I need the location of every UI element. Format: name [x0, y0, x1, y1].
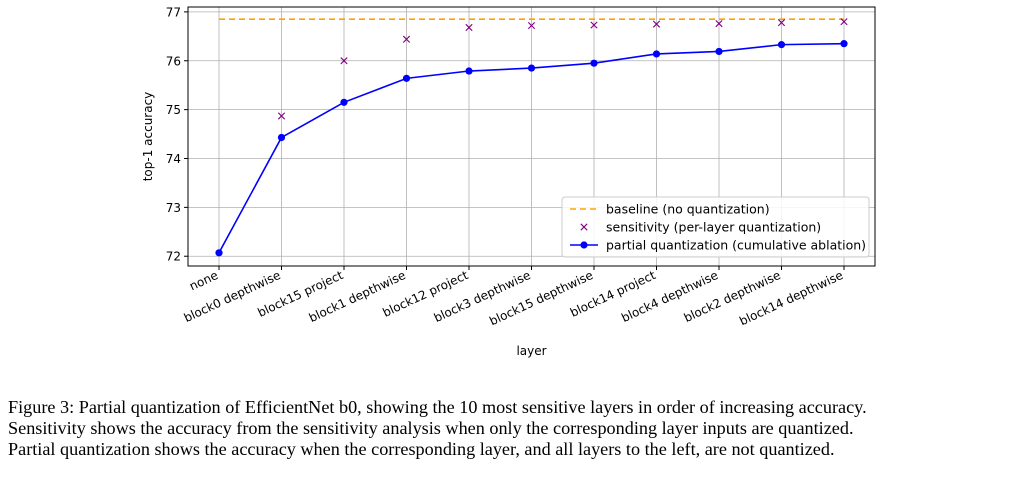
sensitivity-marker — [777, 19, 786, 27]
partial-quantization-point — [652, 50, 661, 58]
y-tick-label: 76 — [166, 54, 181, 68]
partial-quantization-point — [590, 59, 598, 67]
x-axis-label: layer — [516, 344, 546, 358]
y-tick-label: 73 — [166, 201, 181, 215]
sensitivity-marker-stroke — [777, 19, 786, 27]
caption-line-2: Sensitivity shows the accuracy from the … — [8, 418, 854, 438]
y-tick-label: 75 — [166, 103, 181, 117]
partial-quantization-point — [777, 41, 786, 49]
sensitivity-marker — [840, 18, 848, 26]
sensitivity-marker-stroke — [340, 57, 348, 65]
partial-quantization-point — [215, 249, 223, 257]
sensitivity-marker-stroke — [527, 21, 536, 30]
legend: baseline (no quantization) sensitivity (p… — [561, 196, 870, 258]
sensitivity-marker — [402, 35, 411, 43]
legend-box — [561, 196, 870, 258]
sensitivity-marker — [527, 21, 536, 30]
legend-label: sensitivity (per-layer quantization) — [606, 220, 821, 235]
x-tick-label: block15 depthwise — [487, 268, 595, 328]
legend-label: partial quantization (cumulative ablatio… — [606, 238, 866, 253]
legend-partial-handle — [580, 241, 588, 249]
sensitivity-marker — [465, 23, 473, 32]
partial-quantization-point — [402, 74, 411, 82]
sensitivity-marker — [277, 112, 286, 120]
y-tick-label: 74 — [166, 152, 181, 166]
x-tick-label: none — [187, 268, 220, 293]
partial-quantization-point — [840, 40, 848, 48]
partial-quantization-point — [527, 64, 536, 72]
y-tick-label: 72 — [166, 250, 181, 264]
sensitivity-marker — [340, 57, 348, 65]
sensitivity-marker — [715, 20, 723, 28]
partial-quantization-point — [465, 67, 473, 75]
sensitivity-marker-stroke — [590, 21, 598, 29]
series-layer — [215, 18, 848, 257]
sensitivity-marker-stroke — [652, 20, 661, 28]
sensitivity-marker — [590, 21, 598, 29]
caption-line-3: Partial quantization shows the accuracy … — [8, 439, 835, 459]
sensitivity-marker-stroke — [715, 20, 723, 28]
sensitivity-marker — [652, 20, 661, 28]
legend-sensitivity-handle — [580, 223, 588, 231]
y-axis-label: top-1 accuracy — [141, 92, 155, 182]
sensitivity-marker-stroke — [277, 112, 286, 120]
y-tick-label: 77 — [166, 5, 181, 19]
partial-quantization-point — [340, 98, 348, 106]
sensitivity-marker-stroke — [402, 35, 411, 43]
sensitivity-marker-stroke — [840, 18, 848, 26]
figure-caption: Figure 3: Partial quantization of Effici… — [8, 397, 1020, 460]
caption-line-1: Figure 3: Partial quantization of Effici… — [8, 397, 867, 417]
partial-quantization-point — [715, 47, 723, 56]
legend-label: baseline (no quantization) — [606, 202, 770, 217]
sensitivity-marker-stroke — [465, 23, 473, 32]
x-tick-label: block14 depthwise — [737, 268, 845, 328]
partial-quantization-point — [277, 133, 286, 142]
